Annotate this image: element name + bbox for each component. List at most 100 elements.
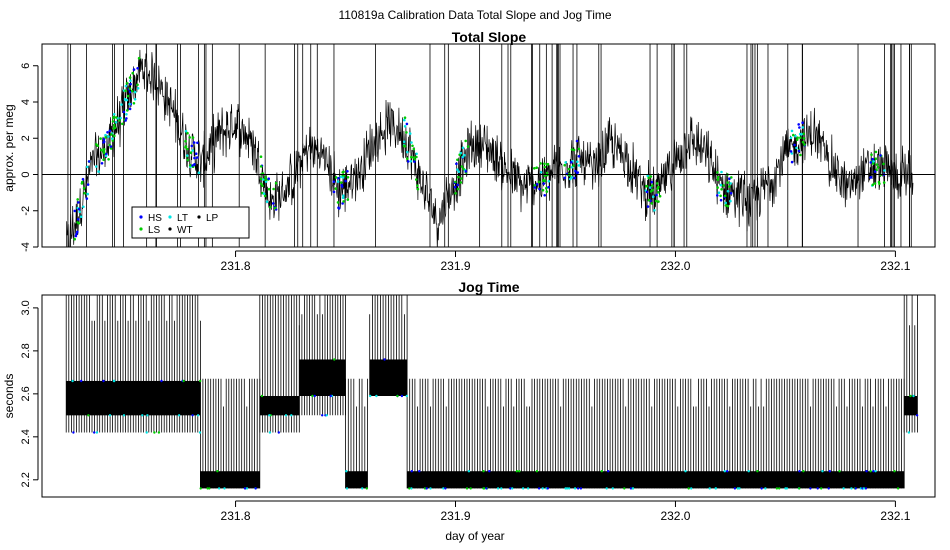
calibration-point xyxy=(86,183,90,186)
jog-calibration-point xyxy=(684,470,687,473)
calibration-point xyxy=(415,178,418,181)
calibration-point xyxy=(192,141,196,144)
jog-calibration-point xyxy=(854,487,857,490)
calibration-point xyxy=(102,137,106,141)
calibration-point xyxy=(82,205,85,209)
calibration-point xyxy=(789,150,793,153)
jog-calibration-point xyxy=(405,394,408,398)
calibration-point xyxy=(104,154,108,158)
total-slope-line xyxy=(65,49,914,247)
calibration-point xyxy=(184,129,188,133)
calibration-point xyxy=(798,126,801,129)
jog-calibration-point xyxy=(708,487,711,490)
jog-calibration-point xyxy=(345,487,349,490)
calibration-point xyxy=(75,232,78,236)
calibration-point xyxy=(74,234,78,238)
calibration-point xyxy=(121,122,124,126)
calibration-point xyxy=(457,175,460,179)
calibration-point xyxy=(113,134,116,138)
calibration-point xyxy=(112,123,116,127)
calibration-point xyxy=(795,146,798,150)
calibration-point xyxy=(129,79,132,82)
y-tick-label: 2.4 xyxy=(20,429,32,444)
jog-calibration-point xyxy=(865,470,868,473)
calibration-point xyxy=(456,158,459,162)
jog-calibration-point xyxy=(607,470,610,473)
total-slope-ylabel: approx. per meg xyxy=(2,104,16,191)
jog-calibration-point xyxy=(199,487,202,490)
jog-calibration-point xyxy=(196,414,200,417)
calibration-point xyxy=(73,237,76,241)
jog-calibration-point xyxy=(733,487,737,490)
jog-calibration-point xyxy=(872,470,875,473)
calibration-point xyxy=(462,167,465,171)
jog-calibration-point xyxy=(874,470,877,473)
calibration-point xyxy=(188,136,191,139)
jog-calibration-point xyxy=(827,487,830,490)
calibration-point xyxy=(403,125,407,128)
jog-calibration-point xyxy=(177,414,181,417)
calibration-point xyxy=(410,141,413,144)
jog-calibration-point xyxy=(546,487,549,490)
calibration-point xyxy=(543,179,547,183)
jog-calibration-point xyxy=(223,487,226,490)
jog-calibration-point xyxy=(313,394,316,398)
jog-calibration-point xyxy=(102,379,105,383)
calibration-point xyxy=(874,150,878,154)
calibration-point xyxy=(538,180,541,184)
calibration-point xyxy=(461,155,465,159)
jog-calibration-point xyxy=(245,487,249,490)
calibration-point xyxy=(125,117,128,120)
jog-calibration-point xyxy=(537,487,541,490)
calibration-point xyxy=(406,160,410,163)
jog-calibration-point xyxy=(579,487,583,490)
calibration-point xyxy=(132,68,136,71)
calibration-point xyxy=(111,120,115,123)
calibration-point xyxy=(456,168,459,171)
calibration-point xyxy=(85,197,89,200)
calibration-point xyxy=(342,194,345,197)
calibration-point xyxy=(873,170,877,173)
calibration-point xyxy=(107,135,110,138)
calibration-point xyxy=(724,201,727,205)
calibration-point xyxy=(457,170,461,173)
jog-calibration-point xyxy=(600,470,603,473)
jog-calibration-point xyxy=(785,487,789,490)
calibration-point xyxy=(717,191,721,194)
calibration-point xyxy=(403,118,406,122)
calibration-point xyxy=(651,195,655,198)
total-slope-markers xyxy=(73,56,886,241)
calibration-point xyxy=(124,89,127,93)
calibration-point xyxy=(124,84,128,88)
jog-calibration-point xyxy=(410,470,413,473)
calibration-point xyxy=(102,140,106,143)
jog-calibration-point xyxy=(629,487,633,490)
jog-calibration-point xyxy=(778,487,781,490)
calibration-point xyxy=(191,149,194,152)
jog-calibration-point xyxy=(191,414,194,417)
calibration-point xyxy=(410,155,413,159)
calibration-point xyxy=(416,184,419,187)
calibration-point xyxy=(125,82,129,85)
jog-calibration-point xyxy=(798,487,801,490)
calibration-point xyxy=(186,131,189,135)
calibration-point xyxy=(563,163,566,167)
calibration-point xyxy=(789,136,793,140)
calibration-point xyxy=(564,161,567,164)
calibration-point xyxy=(800,133,803,136)
y-tick-label: 2 xyxy=(20,135,32,141)
calibration-point xyxy=(646,205,650,208)
jog-calibration-point xyxy=(206,487,209,490)
calibration-point xyxy=(650,184,654,187)
y-tick-label: -2 xyxy=(20,206,32,216)
calibration-point xyxy=(874,157,878,160)
jog-calibration-point xyxy=(290,414,293,417)
calibration-point xyxy=(125,98,129,102)
calibration-point xyxy=(871,183,875,187)
calibration-point xyxy=(723,194,727,198)
calibration-point xyxy=(264,175,268,179)
calibration-point xyxy=(572,148,576,152)
jog-calibration-point xyxy=(400,394,404,398)
calibration-point xyxy=(119,116,122,120)
calibration-point xyxy=(403,116,407,119)
